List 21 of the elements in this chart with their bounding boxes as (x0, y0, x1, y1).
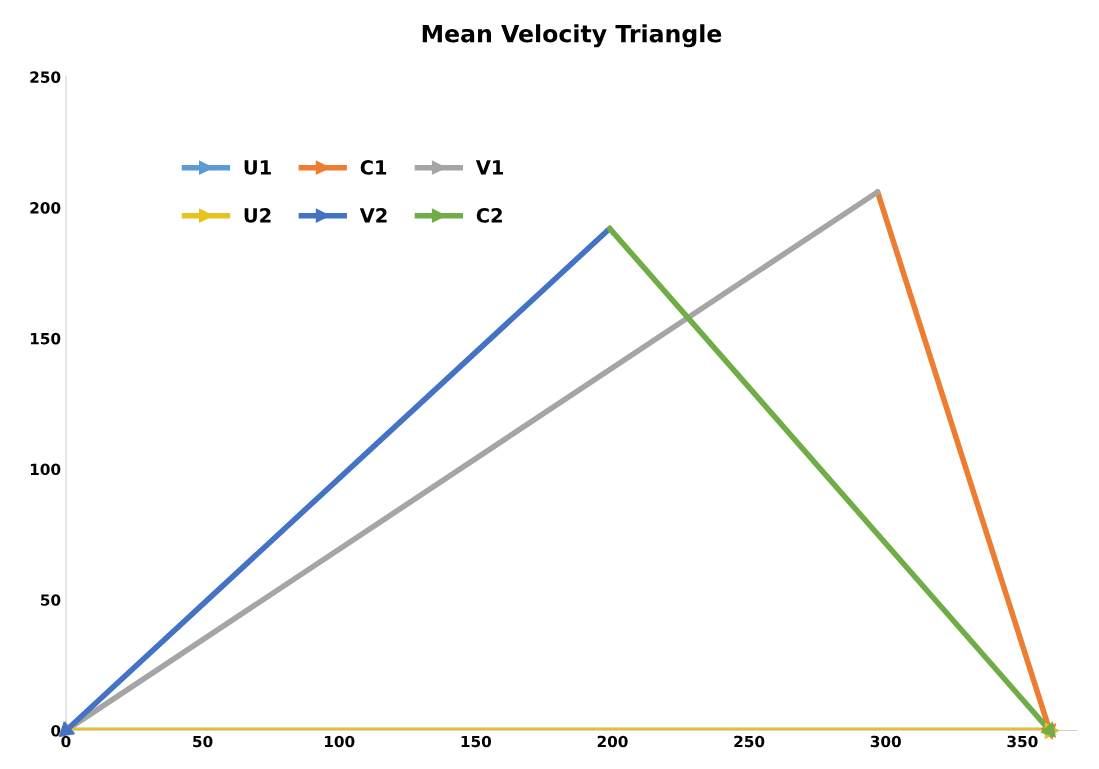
legend-label: V1 (475, 160, 504, 175)
x-tick-label: 250 (734, 735, 765, 748)
legend-label: C1 (360, 160, 387, 175)
x-tick-label: 50 (193, 735, 213, 748)
y-tick-label: 250 (30, 71, 61, 83)
x-tick-label: 350 (1007, 735, 1038, 748)
x-tick-label: 100 (324, 735, 355, 748)
y-tick-label: 50 (41, 594, 61, 606)
legend-label: C2 (476, 208, 502, 223)
x-tick-label: 150 (461, 735, 492, 748)
y-tick-label: 100 (30, 463, 61, 476)
y-tick-label: 200 (30, 202, 61, 214)
y-tick-label: 150 (30, 332, 61, 345)
x-tick-label: 200 (597, 735, 628, 748)
legend-label: U2 (244, 208, 271, 223)
legend-label: U1 (244, 160, 271, 175)
chart-title: Mean Velocity Triangle (422, 24, 722, 48)
x-tick-label: 300 (870, 735, 901, 748)
x-tick-label: 0 (61, 735, 71, 748)
y-tick-label: 0 (51, 725, 61, 737)
legend-label: V2 (359, 208, 387, 223)
